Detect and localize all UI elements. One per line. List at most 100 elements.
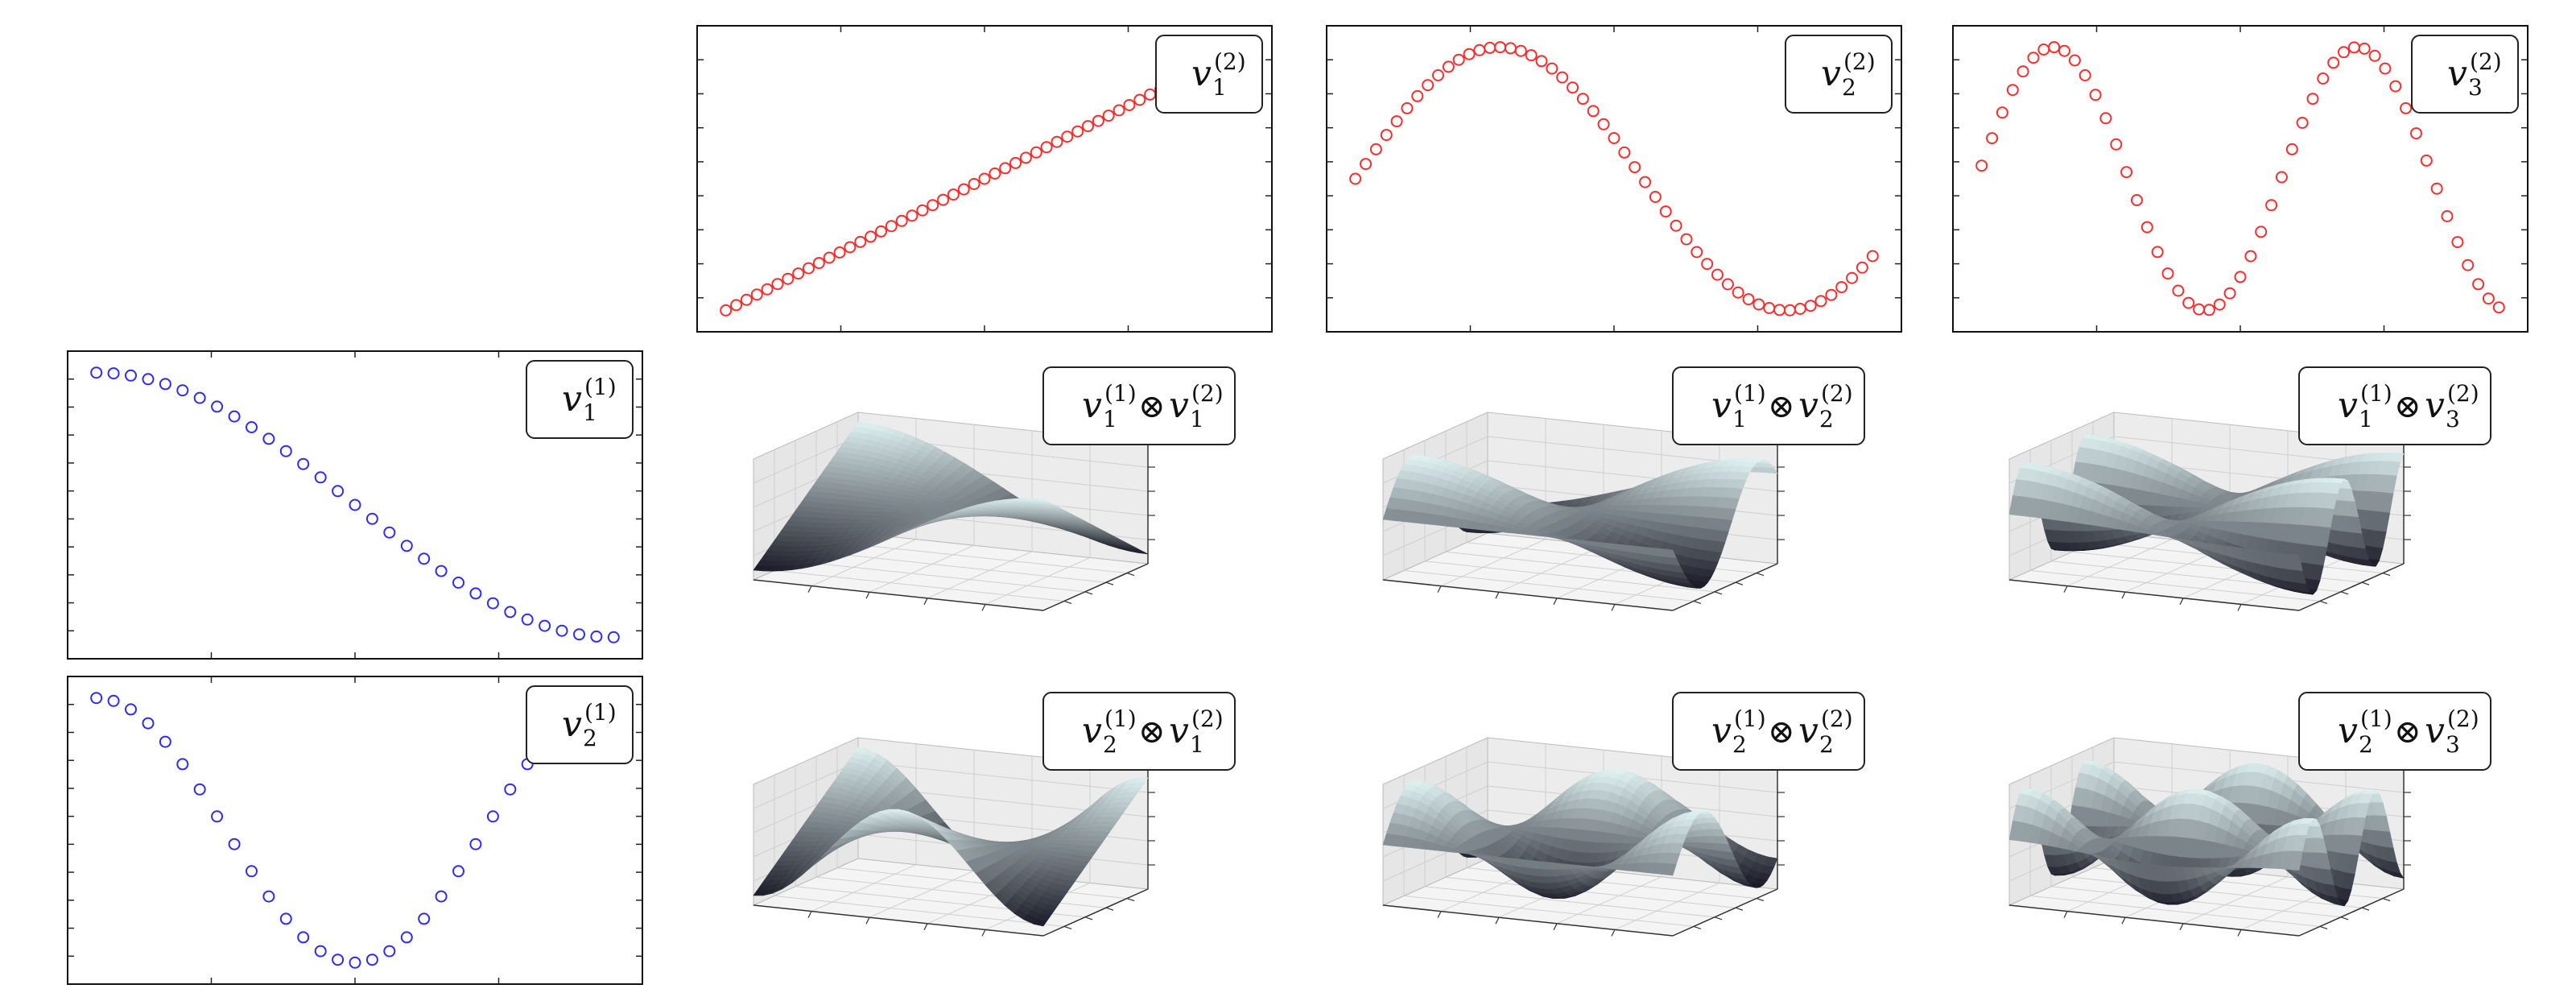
data-point bbox=[314, 945, 327, 958]
data-point bbox=[383, 945, 396, 958]
data-point bbox=[2110, 138, 2123, 151]
x-tick bbox=[923, 923, 928, 931]
data-point bbox=[782, 272, 795, 285]
x-tick bbox=[1553, 923, 1558, 931]
data-point bbox=[365, 954, 378, 966]
data-point bbox=[1061, 130, 1074, 143]
data-point bbox=[1422, 79, 1435, 92]
data-point bbox=[2017, 65, 2029, 78]
data-point bbox=[1986, 132, 1999, 145]
grid-line bbox=[927, 551, 1033, 599]
data-point bbox=[1525, 49, 1538, 62]
data-point bbox=[2379, 62, 2392, 75]
data-point bbox=[349, 498, 361, 511]
data-point bbox=[504, 606, 517, 618]
y-tick bbox=[1756, 573, 1765, 577]
x-tick bbox=[2237, 604, 2242, 611]
data-point bbox=[90, 366, 103, 379]
data-point bbox=[761, 283, 774, 296]
data-point bbox=[469, 587, 482, 600]
data-point bbox=[865, 230, 877, 243]
data-point bbox=[2131, 194, 2143, 206]
data-point bbox=[1659, 205, 1672, 218]
data-point bbox=[812, 257, 825, 270]
data-point bbox=[2327, 56, 2340, 69]
legend-factor-a-sub: 1 bbox=[1732, 406, 1747, 432]
data-point bbox=[895, 214, 908, 227]
legend-label-sup: (1) bbox=[584, 699, 617, 726]
panel-v2_1: v 2(1) bbox=[67, 676, 643, 985]
y-tick bbox=[1693, 600, 1702, 604]
data-point bbox=[452, 577, 464, 589]
data-point bbox=[607, 631, 620, 643]
data-point bbox=[1535, 55, 1548, 68]
data-point bbox=[2140, 221, 2153, 234]
legend-label-base: v bbox=[1821, 53, 1841, 94]
data-point bbox=[2058, 44, 2070, 57]
data-point bbox=[2099, 112, 2112, 125]
data-point bbox=[2223, 287, 2236, 300]
data-point bbox=[1556, 71, 1569, 84]
data-point bbox=[792, 267, 805, 280]
x-axis bbox=[753, 579, 1044, 611]
data-point bbox=[1629, 161, 1641, 174]
data-point bbox=[947, 188, 960, 201]
x-tick bbox=[865, 916, 870, 925]
x-tick bbox=[1611, 604, 1616, 611]
data-point bbox=[2068, 54, 2081, 67]
legend-factor-a-sub: 1 bbox=[1103, 406, 1117, 432]
data-point bbox=[211, 400, 224, 413]
data-point bbox=[803, 262, 815, 275]
data-point bbox=[90, 692, 103, 705]
data-point bbox=[2472, 278, 2485, 291]
y-tick bbox=[2382, 573, 2391, 577]
data-point bbox=[771, 278, 784, 291]
y-tick bbox=[1084, 916, 1093, 920]
data-point bbox=[1975, 159, 1988, 172]
data-point bbox=[1123, 99, 1136, 111]
data-point bbox=[418, 552, 431, 565]
x-tick bbox=[2121, 591, 2126, 599]
legend-factor-b-sup: (2) bbox=[1821, 380, 1853, 407]
data-point bbox=[1856, 261, 1868, 274]
legend-label-sup: (2) bbox=[1214, 48, 1246, 75]
panel-v1_1_x_v2_2: v 1(1) ⊗ v 2(2) bbox=[1381, 366, 1865, 611]
data-point bbox=[159, 378, 171, 391]
data-point bbox=[1732, 286, 1744, 299]
data-point bbox=[332, 954, 345, 966]
data-point bbox=[349, 956, 361, 969]
data-point bbox=[418, 912, 431, 925]
legend-factor-b-sub: 1 bbox=[1190, 731, 1204, 758]
legend: v 2(1) bbox=[526, 685, 634, 764]
data-point bbox=[1380, 129, 1393, 142]
data-point bbox=[1442, 60, 1455, 73]
legend-factor-b-sup: (2) bbox=[1191, 705, 1224, 732]
x-tick bbox=[1437, 911, 1442, 918]
data-point bbox=[2317, 72, 2330, 85]
data-point bbox=[228, 410, 241, 423]
data-point bbox=[2441, 210, 2454, 222]
data-point bbox=[844, 241, 857, 254]
data-point bbox=[107, 694, 120, 707]
legend-factor-a-sup: (1) bbox=[1104, 705, 1137, 732]
grid-line bbox=[1498, 544, 1604, 593]
data-point bbox=[1349, 172, 1362, 185]
data-point bbox=[142, 373, 155, 386]
data-point bbox=[2161, 267, 2174, 280]
data-point bbox=[435, 890, 448, 903]
data-point bbox=[1411, 89, 1424, 102]
legend-label-base: v bbox=[2447, 53, 2467, 94]
x-tick bbox=[981, 604, 986, 611]
data-point bbox=[1432, 69, 1444, 81]
tensor-product-operator: ⊗ bbox=[1138, 714, 1166, 751]
legend-label-sub: 3 bbox=[2468, 74, 2483, 101]
legend-factor-a-base: v bbox=[2338, 385, 2358, 426]
data-point bbox=[854, 235, 867, 248]
legend: v 3(2) bbox=[2411, 35, 2519, 114]
y-tick bbox=[2340, 591, 2349, 595]
legend: v 1(1) ⊗ v 3(2) bbox=[2298, 366, 2491, 445]
data-point bbox=[2048, 41, 2061, 54]
data-point bbox=[228, 838, 241, 850]
data-point bbox=[2244, 250, 2257, 263]
data-point bbox=[1133, 93, 1146, 106]
